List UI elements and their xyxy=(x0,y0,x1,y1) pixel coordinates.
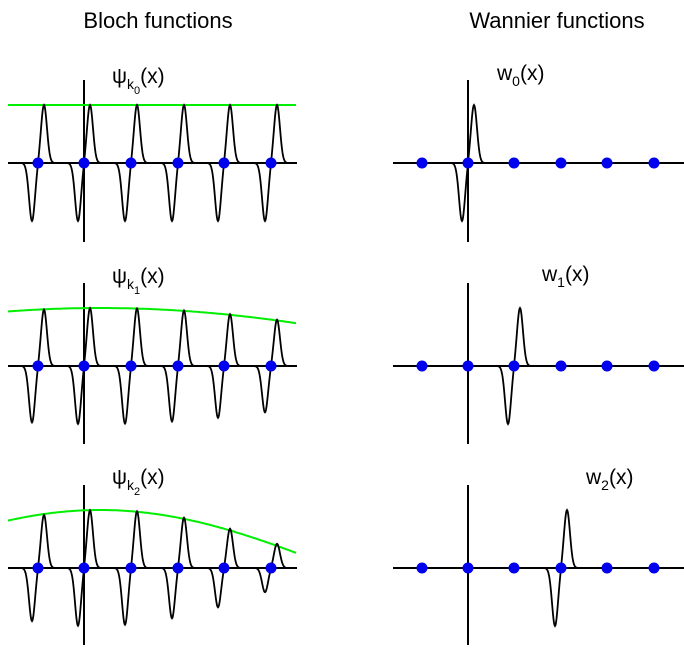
wannier-lattice-site-2-2 xyxy=(508,562,520,574)
wannier-column-title: Wannier functions xyxy=(469,8,644,33)
bloch-lattice-site-0-1 xyxy=(78,157,90,169)
wannier-lattice-site-2-0 xyxy=(416,562,428,574)
wannier-lattice-site-0-4 xyxy=(601,157,613,169)
bloch-lattice-site-0-5 xyxy=(265,157,277,169)
wannier-lattice-site-0-2 xyxy=(508,157,520,169)
bloch-label-2: ψk2(x) xyxy=(112,466,165,498)
wannier-label-0: w0(x) xyxy=(496,62,544,89)
wannier-label-2: w2(x) xyxy=(585,466,633,493)
wannier-lattice-site-1-4 xyxy=(601,360,613,372)
bloch-lattice-site-2-0 xyxy=(32,562,44,574)
wannier-label-1: w1(x) xyxy=(541,263,589,290)
bloch-curve-2 xyxy=(8,508,297,628)
wannier-lattice-site-0-1 xyxy=(462,157,474,169)
bloch-lattice-site-2-5 xyxy=(265,562,277,574)
bloch-lattice-site-1-5 xyxy=(265,360,277,372)
bloch-lattice-site-1-4 xyxy=(218,360,230,372)
wannier-lattice-site-2-3 xyxy=(555,562,567,574)
bloch-lattice-site-1-1 xyxy=(78,360,90,372)
wannier-lattice-site-0-5 xyxy=(648,157,660,169)
bloch-curve-1 xyxy=(8,306,297,426)
bloch-envelope-2 xyxy=(7,509,297,554)
bloch-lattice-site-1-3 xyxy=(172,360,184,372)
wannier-curve-1 xyxy=(393,306,684,426)
bloch-label-0: ψk0(x) xyxy=(112,65,165,97)
bloch-lattice-site-0-4 xyxy=(218,157,230,169)
bloch-lattice-site-2-4 xyxy=(218,562,230,574)
wannier-lattice-site-1-0 xyxy=(416,360,428,372)
plot-layer xyxy=(7,80,684,645)
bloch-lattice-site-2-1 xyxy=(78,562,90,574)
bloch-lattice-site-0-0 xyxy=(32,157,44,169)
bloch-lattice-site-0-3 xyxy=(172,157,184,169)
wannier-lattice-site-2-5 xyxy=(648,562,660,574)
wannier-curve-2 xyxy=(393,508,684,628)
wannier-lattice-site-1-2 xyxy=(508,360,520,372)
wannier-lattice-site-2-1 xyxy=(462,562,474,574)
bloch-lattice-site-1-0 xyxy=(32,360,44,372)
bloch-lattice-site-2-2 xyxy=(125,562,137,574)
wannier-lattice-site-0-0 xyxy=(416,157,428,169)
wannier-lattice-site-1-1 xyxy=(462,360,474,372)
wannier-lattice-site-0-3 xyxy=(555,157,567,169)
wannier-lattice-site-1-3 xyxy=(555,360,567,372)
bloch-column-title: Bloch functions xyxy=(83,8,232,33)
bloch-lattice-site-2-3 xyxy=(172,562,184,574)
wannier-lattice-site-2-4 xyxy=(601,562,613,574)
wannier-curve-0 xyxy=(393,103,684,223)
bloch-curve-0 xyxy=(8,103,297,223)
bloch-lattice-site-1-2 xyxy=(125,360,137,372)
bloch-envelope-1 xyxy=(7,307,297,325)
bloch-label-1: ψk1(x) xyxy=(112,265,165,297)
wannier-lattice-site-1-5 xyxy=(648,360,660,372)
bloch-lattice-site-0-2 xyxy=(125,157,137,169)
